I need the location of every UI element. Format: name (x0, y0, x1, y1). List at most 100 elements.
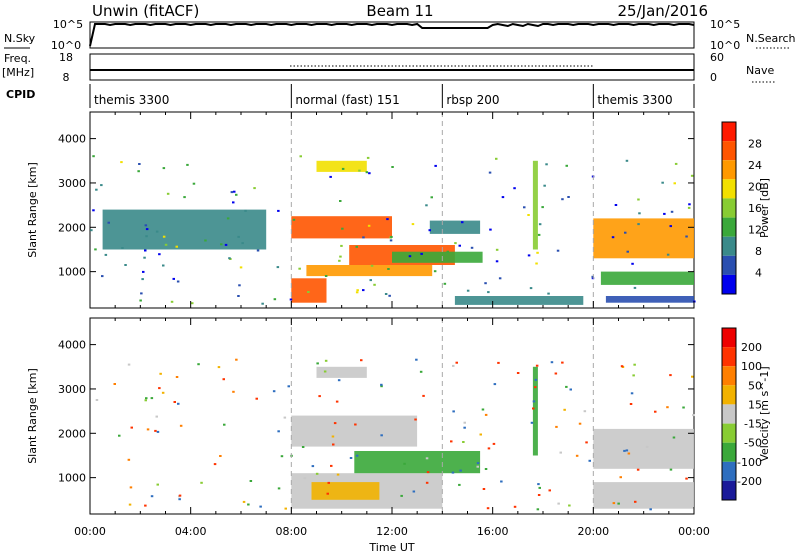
scatter-point (173, 401, 176, 403)
colorbar-tick-label: 16 (748, 202, 762, 215)
scatter-point (530, 421, 534, 424)
scatter-point (349, 457, 353, 459)
y-tick-label: 1000 (58, 472, 86, 485)
scatter-point (568, 504, 571, 507)
scatter-point (692, 414, 695, 417)
scatter-point (239, 266, 243, 269)
scatter-point (537, 483, 540, 486)
scatter-point (495, 260, 499, 263)
scatter-point (380, 385, 383, 388)
cpid-row: themis 3300 normal (fast) 151 rbsp 200 them… (89, 84, 695, 108)
scatter-point (303, 477, 307, 480)
scatter-point (219, 455, 222, 457)
scatter-point (537, 494, 541, 496)
freq-tick-top: 18 (59, 51, 73, 64)
scatter-region (392, 251, 483, 263)
scatter-region (429, 220, 481, 234)
scatter-point (178, 494, 182, 497)
scatter-point (426, 471, 430, 474)
scatter-point (183, 196, 186, 199)
scatter-point (380, 434, 383, 437)
scatter-point (688, 203, 691, 206)
scatter-point (624, 231, 627, 234)
scatter-point (495, 157, 498, 160)
scatter-point (144, 224, 148, 227)
scatter-region (593, 482, 694, 509)
colorbar-swatch (722, 423, 736, 443)
scatter-point (223, 423, 226, 426)
y-tick-label: 3000 (58, 177, 86, 190)
scatter-point (481, 408, 485, 411)
scatter-point (625, 159, 629, 162)
colorbar-label: Power [dB] (758, 178, 771, 238)
scatter-point (482, 488, 486, 490)
date-title: 25/Jan/2016 (618, 2, 709, 20)
scatter-point (129, 486, 133, 489)
scatter-point (339, 200, 342, 202)
scatter-point (222, 378, 225, 381)
scatter-point (154, 429, 157, 432)
scatter-point (101, 275, 104, 278)
scatter-point (543, 184, 546, 187)
scatter-point (323, 370, 327, 373)
scatter-point (367, 224, 371, 227)
scatter-point (213, 463, 217, 466)
scatter-point (629, 403, 633, 405)
nave-tick-bottom: 0 (710, 71, 717, 84)
colorbar-swatch (722, 461, 736, 481)
scatter-point (425, 481, 429, 484)
scatter-point (191, 302, 194, 305)
scatter-point (408, 255, 412, 258)
scatter-point (534, 386, 537, 389)
scatter-point (369, 279, 372, 282)
scatter-point (341, 167, 345, 170)
scatter-point (249, 480, 253, 482)
scatter-point (663, 212, 666, 215)
scatter-point (370, 264, 374, 267)
scatter-point (159, 372, 162, 375)
scatter-point (100, 184, 103, 187)
scatter-point (619, 476, 622, 479)
scatter-point (672, 436, 676, 439)
scatter-point (170, 300, 174, 303)
nave-label: Nave (746, 64, 774, 77)
scatter-point (318, 395, 321, 398)
scatter-point (501, 196, 505, 199)
cpid-segment-label: rbsp 200 (446, 93, 499, 107)
nsearch-tick-top: 10^5 (710, 18, 740, 31)
scatter-point (277, 209, 280, 212)
colorbar-tick-label: 12 (748, 224, 762, 237)
scatter-point (458, 483, 461, 486)
scatter-point (674, 162, 678, 165)
colorbar-swatch (722, 328, 736, 348)
y-axis-label: Slant Range [km] (26, 162, 39, 258)
nave-tick-top: 60 (710, 51, 724, 64)
scatter-point (138, 163, 141, 165)
scatter-point (373, 283, 376, 286)
colorbar-tick-label: 200 (741, 341, 762, 354)
scatter-point (384, 293, 388, 295)
scatter-point (690, 174, 694, 177)
scatter-point (140, 292, 143, 295)
scatter-point (339, 255, 342, 258)
scatter-point (175, 245, 178, 248)
nsky-panel (89, 21, 695, 49)
colorbar-swatch (722, 255, 736, 275)
scatter-point (362, 289, 365, 292)
scatter-region (291, 216, 392, 239)
scatter-point (634, 500, 637, 503)
y-tick-label: 2000 (58, 221, 86, 234)
colorbar-swatch (722, 217, 736, 237)
scatter-point (127, 363, 131, 366)
scatter-point (247, 503, 250, 506)
scatter-point (143, 256, 146, 259)
scatter-point (355, 291, 359, 294)
colorbar-tick-label: 100 (741, 360, 762, 373)
scatter-point (563, 408, 566, 411)
scatter-region (316, 160, 367, 172)
scatter-point (450, 440, 453, 443)
scatter-point (666, 406, 669, 409)
scatter-point (538, 223, 542, 226)
colorbar-swatch (722, 122, 736, 142)
scatter-point (532, 400, 536, 403)
